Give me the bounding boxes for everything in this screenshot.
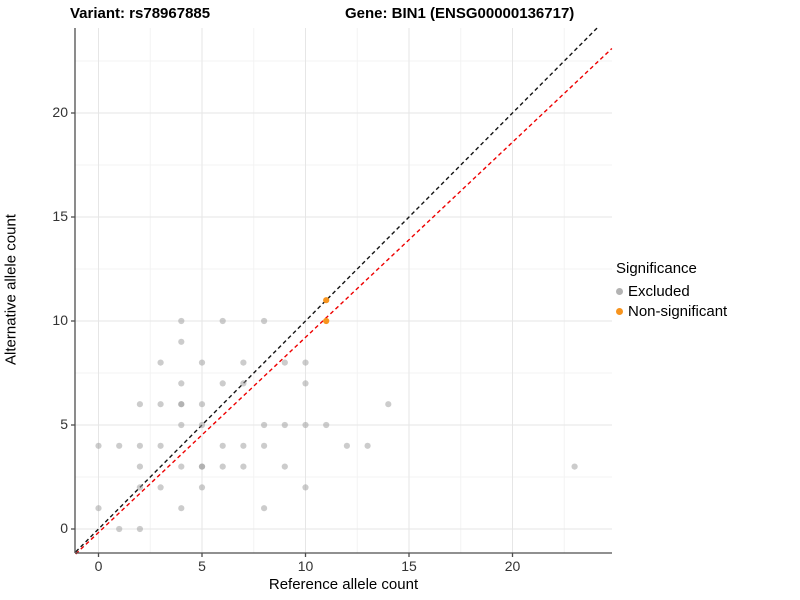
data-point — [240, 359, 247, 366]
y-axis-label: Alternative allele count — [2, 214, 20, 365]
data-point — [178, 463, 185, 470]
data-point — [157, 401, 164, 408]
legend-item-label: Excluded — [628, 282, 690, 300]
legend-item-excluded: Excluded — [616, 281, 727, 301]
data-point — [240, 463, 247, 470]
legend-item-label: Non-significant — [628, 302, 728, 320]
series-excluded — [95, 317, 578, 533]
data-point — [178, 338, 185, 345]
data-point — [95, 442, 102, 449]
data-point — [136, 401, 143, 408]
data-point — [385, 401, 392, 408]
data-point — [178, 401, 185, 408]
plot-title-variant: Variant: rs78967885 — [70, 5, 211, 22]
data-point — [302, 421, 309, 429]
data-point — [157, 484, 164, 491]
data-point — [281, 359, 288, 366]
series-non-significant — [323, 297, 330, 325]
data-point — [178, 421, 185, 429]
data-point — [323, 297, 330, 304]
data-point — [261, 442, 268, 449]
data-point — [178, 317, 185, 325]
non-significant-dot-icon — [616, 307, 623, 315]
gridlines — [75, 28, 612, 553]
data-point — [261, 505, 268, 512]
data-point — [95, 505, 102, 512]
data-point — [198, 484, 206, 491]
data-point — [323, 317, 330, 325]
data-point — [219, 442, 226, 449]
y-tick-label: 20 — [52, 104, 68, 120]
data-point — [571, 463, 578, 470]
data-point — [364, 442, 371, 449]
data-point — [157, 359, 164, 366]
data-point — [240, 380, 247, 387]
data-point — [219, 380, 226, 387]
data-point — [281, 421, 288, 429]
data-point — [323, 421, 330, 429]
data-point — [302, 484, 309, 491]
data-point — [198, 421, 206, 429]
data-point — [178, 380, 185, 387]
data-point — [343, 442, 350, 449]
data-point — [136, 463, 143, 470]
data-point — [261, 421, 268, 429]
data-point — [178, 505, 185, 512]
y-tick-label: 5 — [60, 416, 68, 432]
data-point — [136, 525, 143, 533]
y-tick-label: 15 — [52, 208, 68, 224]
data-point — [281, 463, 288, 470]
legend-item-non-significant: Non-significant — [616, 301, 727, 321]
data-point — [240, 442, 247, 449]
x-tick-label: 10 — [297, 558, 314, 574]
data-point — [136, 484, 143, 491]
data-point — [219, 317, 226, 325]
legend-title: Significance — [616, 260, 697, 277]
y-tick-label: 0 — [60, 520, 68, 536]
x-axis-label: Reference allele count — [268, 576, 419, 593]
data-point — [219, 463, 226, 470]
data-point — [261, 317, 268, 325]
x-tick-label: 15 — [401, 558, 417, 574]
x-tick-label: 5 — [198, 558, 206, 574]
data-point — [116, 442, 123, 449]
data-point — [157, 442, 164, 449]
identity-line — [75, 27, 598, 553]
axes — [71, 28, 612, 557]
y-tick-label: 10 — [52, 312, 68, 328]
plot-title-gene: Gene: BIN1 (ENSG00000136717) — [345, 5, 575, 22]
x-tick-label: 0 — [94, 558, 103, 574]
data-point — [198, 463, 206, 470]
fit-line — [75, 48, 613, 555]
data-point — [116, 525, 123, 533]
data-point — [198, 359, 206, 366]
data-point — [302, 380, 309, 387]
legend: Significance Excluded Non-significant — [616, 260, 727, 321]
data-point — [302, 359, 309, 366]
data-point — [198, 401, 206, 408]
x-tick-label: 20 — [504, 558, 521, 574]
excluded-dot-icon — [616, 287, 623, 295]
data-point — [136, 442, 143, 449]
